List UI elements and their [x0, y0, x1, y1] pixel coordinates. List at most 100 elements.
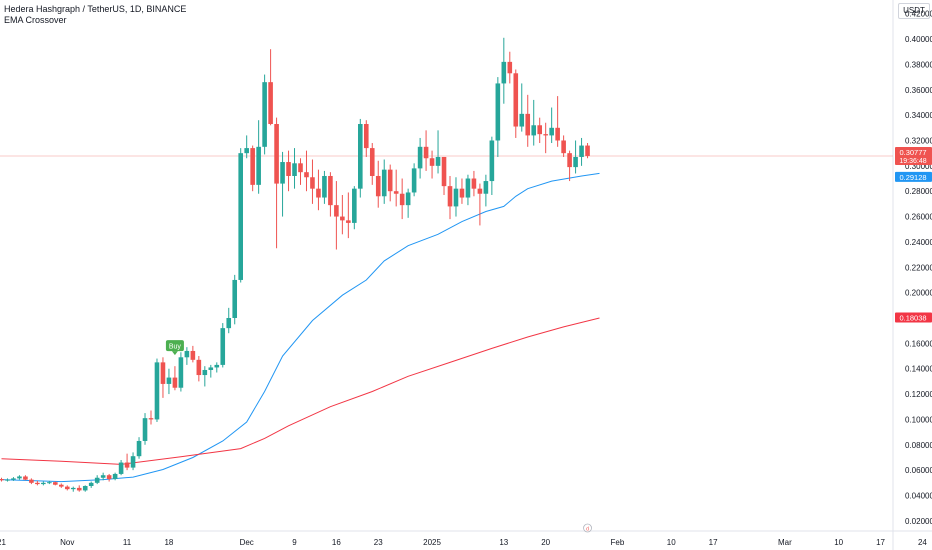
candle	[334, 181, 339, 250]
candle	[172, 366, 178, 391]
candle-body	[453, 188, 459, 207]
candle	[352, 186, 357, 230]
candle-body	[64, 486, 70, 490]
candle-body	[202, 369, 208, 376]
candle	[340, 195, 345, 235]
candle-body	[346, 220, 351, 223]
countdown-value: 19:36:48	[899, 158, 926, 165]
candle	[501, 37, 507, 104]
x-tick-label: 23	[374, 538, 383, 547]
candle-body	[549, 127, 554, 136]
candle	[202, 366, 208, 387]
candle	[274, 117, 279, 249]
candle-body	[483, 181, 489, 194]
candle-body	[244, 148, 249, 154]
indicator-label[interactable]: EMA Crossover	[4, 15, 67, 25]
ema-slow-value: 0.18038	[899, 314, 926, 323]
candle	[585, 143, 590, 159]
candle	[292, 148, 297, 189]
candle	[41, 481, 46, 486]
x-tick-label: 21	[0, 538, 6, 547]
ema-fast-badge: 0.29128	[895, 171, 932, 182]
y-tick-label: 0.42000	[905, 10, 932, 19]
candle-body	[292, 163, 297, 176]
y-tick-label: 0.22000	[905, 263, 932, 272]
candle	[405, 188, 411, 218]
ema-slow-line	[1, 317, 600, 465]
candle-body	[100, 475, 106, 478]
candle	[465, 174, 471, 206]
ema-fast-value: 0.29128	[899, 173, 926, 182]
candle-body	[573, 156, 578, 168]
candle	[47, 480, 52, 485]
candle	[381, 159, 387, 204]
candle-body	[286, 162, 291, 176]
candle	[483, 174, 489, 207]
currency-button[interactable]: USDT	[898, 3, 930, 19]
candle	[64, 485, 70, 491]
candle	[393, 169, 399, 207]
candle	[94, 475, 100, 485]
candle-body	[11, 478, 16, 480]
candle	[262, 74, 267, 155]
y-tick-label: 0.30000	[905, 162, 932, 171]
candle	[579, 137, 584, 166]
candle-body	[567, 153, 572, 168]
candle	[184, 347, 190, 365]
candle	[363, 120, 369, 157]
candle-body	[280, 162, 285, 184]
candle	[5, 478, 10, 482]
candle-body	[417, 146, 423, 169]
candle-body	[352, 188, 357, 223]
candle	[411, 163, 417, 197]
candle-body	[214, 364, 220, 368]
candle-body	[328, 175, 333, 206]
y-tick-label: 0.14000	[905, 365, 932, 374]
y-tick-label: 0.38000	[905, 60, 932, 69]
candle	[238, 148, 243, 283]
candle-body	[495, 83, 501, 141]
candle-body	[358, 124, 363, 189]
candle-body	[118, 462, 124, 474]
candle-body	[411, 168, 417, 193]
future-event-icon[interactable]	[583, 523, 592, 533]
candle	[310, 159, 315, 204]
ema-slow-badge: 0.18038	[895, 312, 932, 323]
candle-body	[70, 487, 76, 490]
candle-body	[310, 177, 315, 189]
candle	[543, 122, 548, 154]
candle-body	[555, 127, 560, 141]
candle-body	[47, 482, 52, 484]
candle	[160, 357, 166, 398]
candle-body	[88, 482, 94, 486]
y-tick-label: 0.02000	[905, 517, 932, 526]
candle	[214, 362, 220, 373]
candle-body	[23, 476, 28, 480]
candle-body	[513, 73, 519, 127]
candle	[304, 150, 309, 192]
candle-body	[112, 473, 118, 480]
candle-body	[232, 279, 238, 318]
candle	[525, 94, 531, 147]
candle-body	[238, 153, 243, 280]
y-tick-label: 0.24000	[905, 238, 932, 247]
candle-body	[41, 482, 46, 485]
candle	[561, 135, 566, 157]
candle	[555, 96, 560, 147]
candle-body	[148, 418, 154, 420]
candle	[0, 477, 4, 482]
candle-body	[369, 148, 375, 176]
chart-title: Hedera Hashgraph / TetherUS, 1D, BINANCE	[4, 4, 187, 14]
y-tick-label: 0.20000	[905, 289, 932, 298]
buy-signal-label: Buy	[169, 343, 182, 350]
x-tick-label: 20	[541, 538, 550, 547]
buy-signal-marker[interactable]	[165, 340, 184, 352]
candle	[106, 473, 112, 482]
candle-body	[250, 148, 255, 185]
y-tick-label: 0.36000	[905, 86, 932, 95]
candle	[59, 483, 64, 488]
y-tick-label: 0.28000	[905, 187, 932, 196]
